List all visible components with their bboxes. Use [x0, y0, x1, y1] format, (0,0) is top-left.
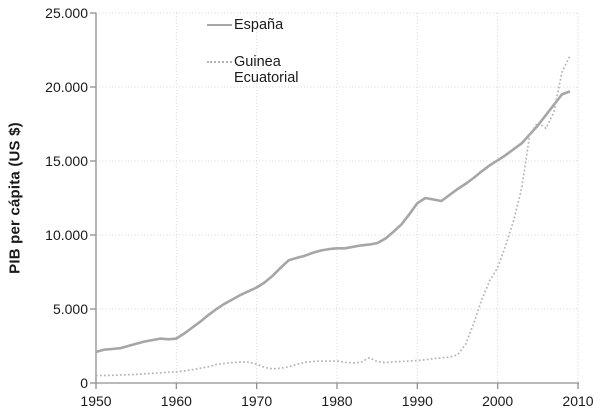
- y-axis-tick-label: 5.000: [52, 301, 88, 317]
- x-axis-tick-label: 2000: [482, 393, 514, 409]
- legend-item-guinea: Guinea Ecuatorial: [207, 48, 337, 86]
- legend-item-espana: España: [207, 11, 337, 39]
- y-axis-tick-label: 20.000: [45, 79, 88, 95]
- x-axis-tick-label: 1970: [241, 393, 273, 409]
- x-axis-tick-label: 1950: [80, 393, 112, 409]
- x-axis-tick-label: 1980: [321, 393, 353, 409]
- legend-label-espana: España: [234, 17, 284, 33]
- y-axis-tick-label: 25.000: [45, 5, 88, 21]
- x-axis-tick-label: 2010: [562, 393, 594, 409]
- y-axis-tick-label: 15.000: [45, 153, 88, 169]
- y-axis-tick-label: 10.000: [45, 227, 88, 243]
- x-axis-tick-label: 1960: [160, 393, 192, 409]
- solid-line-swatch-icon: [207, 24, 232, 26]
- dotted-line-swatch-icon: [207, 61, 232, 63]
- y-axis-tick-label: 0: [80, 375, 88, 391]
- y-axis-title: PIB per cápita (US $): [6, 122, 24, 274]
- x-axis-tick-label: 1990: [401, 393, 433, 409]
- series-line-espana: [95, 90, 571, 354]
- series-line-guinea: [95, 55, 571, 377]
- legend-label-guinea: Guinea Ecuatorial: [234, 54, 299, 87]
- legend: España Guinea Ecuatorial: [207, 11, 337, 86]
